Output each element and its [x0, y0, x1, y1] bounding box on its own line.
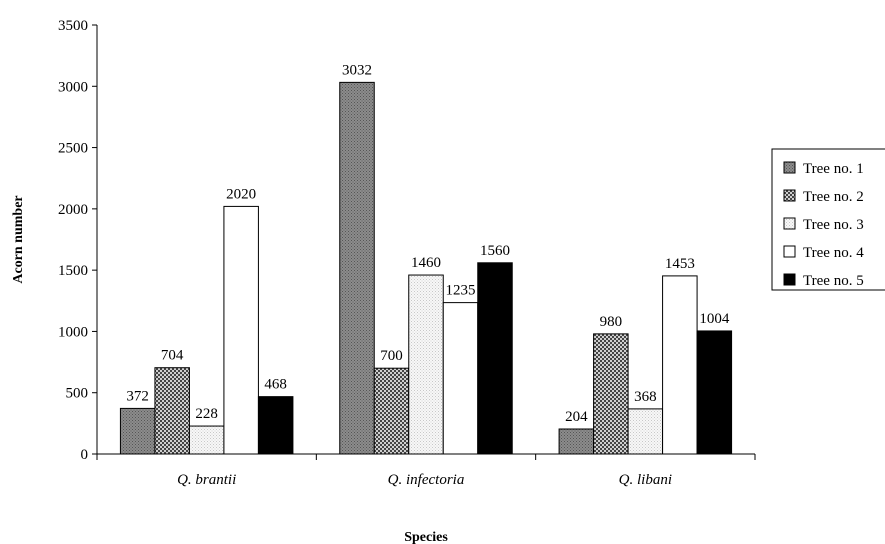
y-tick-label: 1500 — [58, 263, 88, 279]
data-label: 704 — [161, 348, 184, 364]
data-label: 204 — [565, 409, 588, 425]
y-axis: 0 500 1000 1500 2000 2500 3000 3500 — [58, 18, 98, 463]
x-axis-title: Species — [404, 530, 448, 544]
data-label: 468 — [264, 377, 287, 393]
bar — [257, 396, 294, 455]
y-tick-label: 1000 — [58, 324, 88, 340]
data-label: 1560 — [480, 243, 510, 259]
bar — [593, 333, 629, 455]
bar — [477, 262, 513, 455]
legend-entry: Tree no. 4 — [803, 245, 864, 261]
y-tick-label: 3500 — [58, 18, 88, 34]
y-axis-title: Acorn number — [11, 195, 26, 283]
data-label: 1460 — [411, 255, 441, 271]
legend-swatch — [783, 189, 796, 202]
bar — [223, 205, 259, 455]
bar — [188, 425, 225, 455]
legend-swatch — [783, 273, 796, 286]
x-tick-label: Q. libani — [619, 472, 672, 488]
bar — [627, 408, 664, 455]
data-label: 700 — [380, 348, 403, 364]
bar — [662, 275, 698, 455]
data-label: 2020 — [226, 186, 256, 202]
bar — [558, 428, 595, 455]
bar — [408, 274, 444, 455]
x-axis: Q. brantii Q. infectoria Q. libani — [96, 453, 756, 488]
legend-swatch — [783, 217, 796, 230]
data-labels: 372 704 228 2020 468 3032 700 1460 1235 1560 204 98… — [126, 62, 729, 425]
legend-entry: Tree no. 1 — [803, 161, 864, 177]
legend-entry: Tree no. 3 — [803, 217, 864, 233]
legend-entry: Tree no. 5 — [803, 273, 864, 289]
data-label: 3032 — [342, 62, 372, 78]
bar — [119, 407, 156, 455]
x-tick-label: Q. brantii — [177, 472, 236, 488]
x-tick-label: Q. infectoria — [388, 472, 465, 488]
bar — [373, 367, 410, 455]
y-tick-label: 0 — [81, 447, 89, 463]
y-tick-label: 500 — [66, 386, 89, 402]
bar — [339, 81, 375, 455]
y-tick-label: 2500 — [58, 141, 88, 157]
legend-swatch — [783, 161, 796, 174]
data-label: 228 — [195, 406, 218, 422]
legend-entry: Tree no. 2 — [803, 189, 864, 205]
data-label: 1453 — [665, 256, 695, 272]
data-label: 368 — [634, 389, 657, 405]
bars — [119, 81, 733, 455]
legend-swatch — [783, 245, 796, 258]
legend: Tree no. 1 Tree no. 2 Tree no. 3 Tree no. 4… — [771, 148, 885, 291]
y-tick-label: 2000 — [58, 202, 88, 218]
data-label: 980 — [600, 314, 623, 330]
data-label: 1004 — [699, 311, 730, 327]
data-label: 372 — [126, 388, 149, 404]
bar — [696, 330, 733, 455]
bar — [442, 302, 479, 455]
bar — [154, 367, 190, 455]
data-label: 1235 — [446, 283, 476, 299]
y-tick-label: 3000 — [58, 79, 88, 95]
